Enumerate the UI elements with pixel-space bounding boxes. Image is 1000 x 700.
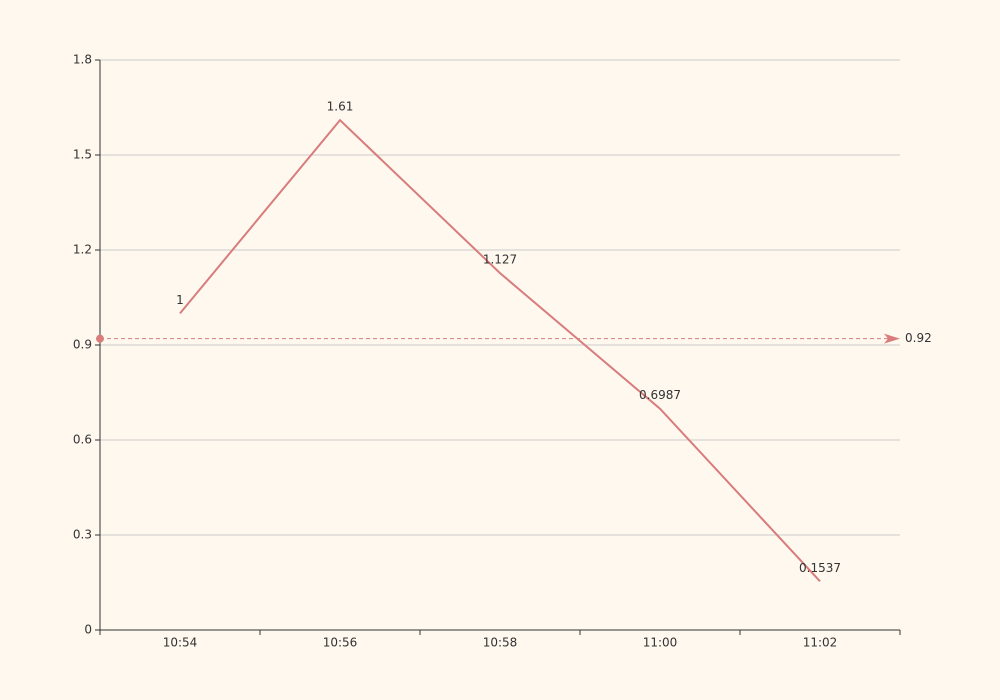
mark-line-label: 0.92 (905, 331, 932, 345)
x-tick-label: 10:54 (163, 636, 198, 650)
data-label: 0.6987 (639, 388, 681, 402)
y-tick-label: 1.8 (73, 53, 92, 67)
mark-line-arrow (884, 333, 900, 344)
y-tick-label: 1.5 (73, 148, 92, 162)
mark-line-start (96, 334, 104, 343)
line (179, 118, 821, 583)
x-tick-label: 10:56 (323, 636, 358, 650)
y-tick-label: 0.3 (73, 528, 92, 542)
data-label: 1 (176, 293, 184, 307)
x-tick-label: 11:00 (643, 636, 678, 650)
y-tick-label: 1.2 (73, 243, 92, 257)
x-tick-label: 10:58 (483, 636, 518, 650)
x-tick-label: 11:02 (803, 636, 838, 650)
data-label: 0.1537 (799, 561, 841, 575)
data-label: 1.61 (327, 100, 354, 114)
y-tick-label: 0.6 (73, 433, 92, 447)
data-label: 1.127 (483, 253, 517, 267)
y-tick-label: 0.9 (73, 338, 92, 352)
y-tick-label: 0 (84, 623, 92, 637)
